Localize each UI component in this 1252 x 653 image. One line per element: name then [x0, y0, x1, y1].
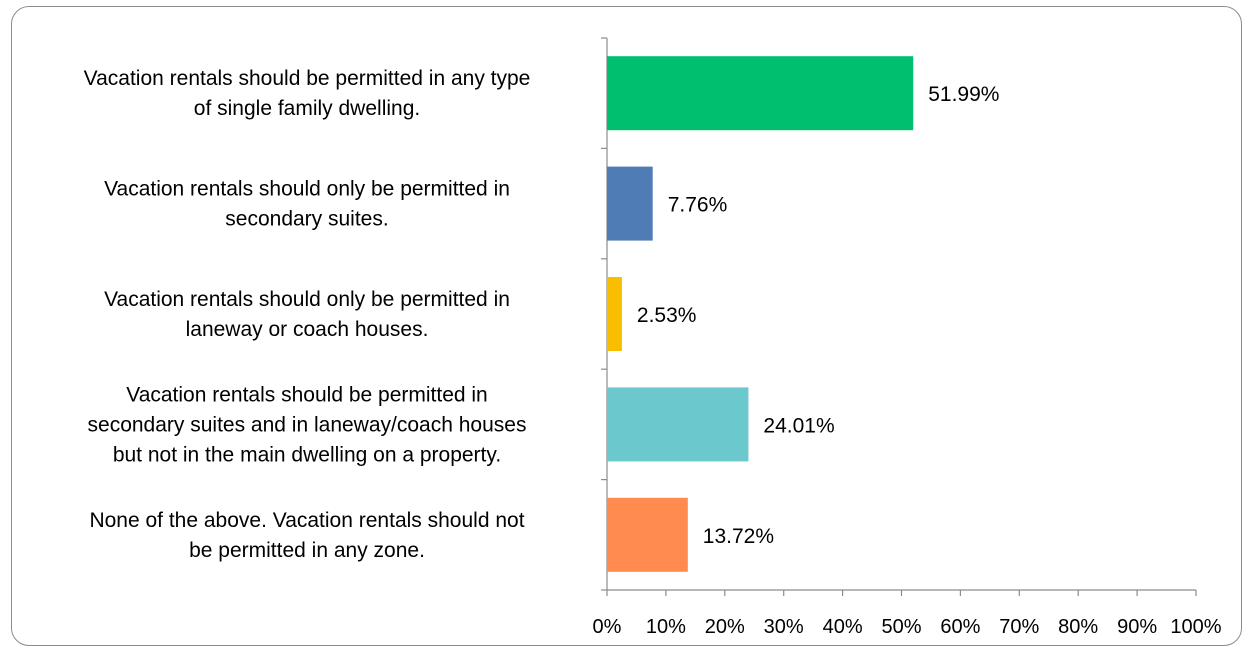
x-tick-label: 30%	[764, 616, 804, 638]
x-tick-label: 100%	[1170, 616, 1221, 638]
category-label: None of the above. Vacation rentals shou…	[89, 509, 524, 562]
data-label: 13.72%	[703, 525, 774, 548]
category-label: Vacation rentals should be permitted in …	[84, 67, 531, 120]
bar	[607, 497, 688, 572]
x-tick-label: 60%	[940, 616, 980, 638]
x-tick-label: 80%	[1058, 616, 1098, 638]
x-tick-label: 20%	[705, 616, 745, 638]
bar	[607, 277, 622, 351]
bar	[607, 166, 653, 241]
x-tick-label: 70%	[999, 616, 1039, 638]
x-tick-label: 10%	[646, 616, 686, 638]
category-label: Vacation rentals should only be permitte…	[104, 178, 510, 231]
bar	[607, 387, 749, 462]
x-tick-label: 50%	[881, 616, 921, 638]
data-label: 2.53%	[637, 304, 697, 327]
data-label: 24.01%	[763, 414, 834, 437]
data-label: 51.99%	[928, 83, 999, 106]
x-tick-label: 40%	[823, 616, 863, 638]
category-label: Vacation rentals should be permitted in s…	[88, 383, 527, 466]
category-label: Vacation rentals should only be permitte…	[104, 288, 510, 341]
x-tick-label: 0%	[593, 616, 622, 638]
bar	[607, 56, 914, 131]
x-tick-label: 90%	[1117, 616, 1157, 638]
data-label: 7.76%	[668, 194, 728, 217]
